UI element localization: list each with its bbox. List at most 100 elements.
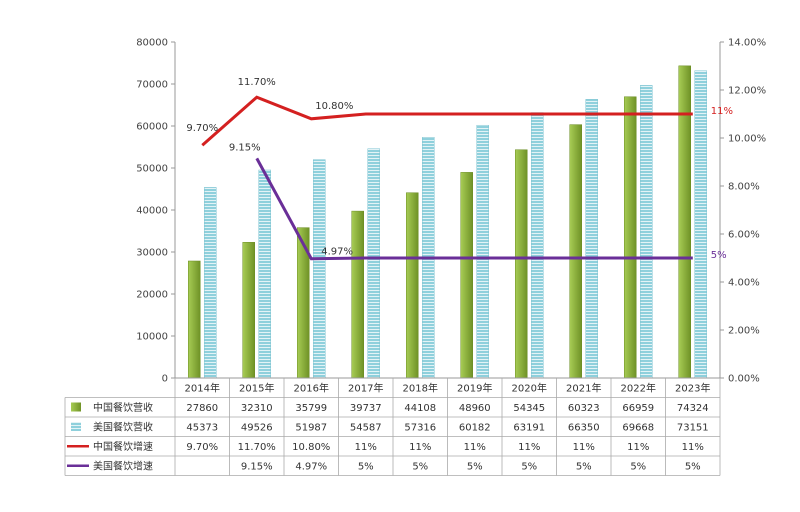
left-tick-label: 60000 <box>136 122 168 133</box>
x-tick-label: 2022年 <box>621 382 656 395</box>
table-cell: 5% <box>521 462 537 473</box>
table-cell: 60182 <box>459 423 491 434</box>
table-cell: 11% <box>627 442 649 453</box>
bar-china <box>188 260 201 379</box>
x-tick-label: 2016年 <box>294 382 329 395</box>
table-cell: 57316 <box>404 423 436 434</box>
legend-entry: 美国餐饮营收 <box>93 421 153 434</box>
left-tick-label: 20000 <box>136 290 168 301</box>
data-label: 9.70% <box>186 123 218 134</box>
table-cell: 54587 <box>350 423 382 434</box>
table-cell: 9.70% <box>186 442 218 453</box>
table-cell: 54345 <box>513 403 545 414</box>
table-cell: 69668 <box>622 423 654 434</box>
data-label: 10.80% <box>315 101 353 112</box>
data-label: 11.70% <box>238 77 276 88</box>
left-tick-label: 0 <box>162 374 168 385</box>
bar-china <box>460 172 473 379</box>
legend-key <box>71 422 81 431</box>
table-cell: 5% <box>685 462 701 473</box>
table-cell: 51987 <box>295 423 327 434</box>
legend-entry: 美国餐饮增速 <box>93 460 153 473</box>
bar-series <box>188 65 707 379</box>
table-cell: 4.97% <box>295 462 327 473</box>
table-cell: 5% <box>412 462 428 473</box>
bar-usa <box>313 159 326 379</box>
x-tick-label: 2023年 <box>675 382 710 395</box>
table-cell: 11.70% <box>238 442 276 453</box>
bar-china <box>515 149 528 379</box>
bar-china <box>406 192 419 379</box>
bar-usa <box>367 148 380 379</box>
bar-china <box>242 242 255 379</box>
left-tick-label: 40000 <box>136 206 168 217</box>
bar-china <box>569 124 582 379</box>
bar-china <box>624 96 637 379</box>
table-cell: 27860 <box>186 403 218 414</box>
line-usa-growth <box>255 157 693 261</box>
line-annotations: 9.70% 11.70% 10.80% 11% 9.15% 4.97% 5% <box>186 77 733 261</box>
left-tick-label: 70000 <box>136 80 168 91</box>
right-tick-label: 4.00% <box>728 278 760 289</box>
bar-china <box>351 210 364 379</box>
table-cell: 73151 <box>677 423 709 434</box>
table-cell: 35799 <box>295 403 327 414</box>
table-cell: 11% <box>464 442 486 453</box>
table-cell: 5% <box>467 462 483 473</box>
table-cell: 48960 <box>459 403 491 414</box>
table-cell: 49526 <box>241 423 273 434</box>
data-label: 4.97% <box>321 247 353 258</box>
line-series <box>201 95 693 261</box>
table-cell: 9.15% <box>241 462 273 473</box>
table-cell: 66959 <box>622 403 654 414</box>
x-tick-label: 2021年 <box>566 382 601 395</box>
bar-usa <box>204 187 217 379</box>
x-tick-label: 2014年 <box>185 382 220 395</box>
bar-usa <box>640 85 653 379</box>
left-tick-label: 30000 <box>136 248 168 259</box>
table-cell: 10.80% <box>292 442 330 453</box>
legend-key <box>71 402 81 412</box>
left-tick-label: 80000 <box>136 38 168 49</box>
table-cell: 11% <box>518 442 540 453</box>
table-cell: 63191 <box>513 423 545 434</box>
table-cell: 11% <box>355 442 377 453</box>
bar-usa <box>258 169 271 379</box>
data-label: 11% <box>711 106 733 117</box>
right-axis: 0.00% 2.00% 4.00% 6.00% 8.00% 10.00% 12.00% 14.… <box>719 38 766 385</box>
table-cell: 39737 <box>350 403 382 414</box>
table-cell: 44108 <box>404 403 436 414</box>
table-cell: 66350 <box>568 423 600 434</box>
bar-usa <box>585 99 598 379</box>
bar-usa <box>531 112 544 379</box>
right-tick-label: 8.00% <box>728 182 760 193</box>
right-tick-label: 12.00% <box>728 86 766 97</box>
bar-usa <box>476 124 489 379</box>
bar-usa <box>694 70 707 379</box>
table-cell: 5% <box>358 462 374 473</box>
x-tick-label: 2019年 <box>457 382 492 395</box>
table-cell: 32310 <box>241 403 273 414</box>
table-cell: 45373 <box>186 423 218 434</box>
data-label: 5% <box>711 250 727 261</box>
table-cell: 11% <box>573 442 595 453</box>
data-label: 9.15% <box>229 142 261 153</box>
right-tick-label: 6.00% <box>728 230 760 241</box>
table-cell: 60323 <box>568 403 600 414</box>
right-tick-label: 10.00% <box>728 134 766 145</box>
table-cell: 74324 <box>677 403 709 414</box>
legend-entry: 中国餐饮营收 <box>93 401 153 414</box>
table-cell: 11% <box>409 442 431 453</box>
left-axis: 0 10000 20000 30000 40000 50000 60000 70000 8000… <box>136 38 176 385</box>
table-cell: 5% <box>630 462 646 473</box>
x-tick-label: 2017年 <box>348 382 383 395</box>
line-china-growth <box>201 95 693 147</box>
left-tick-label: 50000 <box>136 164 168 175</box>
right-tick-label: 0.00% <box>728 374 760 385</box>
x-tick-label: 2018年 <box>403 382 438 395</box>
table-cell: 5% <box>576 462 592 473</box>
legend-entry: 中国餐饮增速 <box>93 440 153 453</box>
x-tick-label: 2020年 <box>512 382 547 395</box>
table-cell: 11% <box>682 442 704 453</box>
